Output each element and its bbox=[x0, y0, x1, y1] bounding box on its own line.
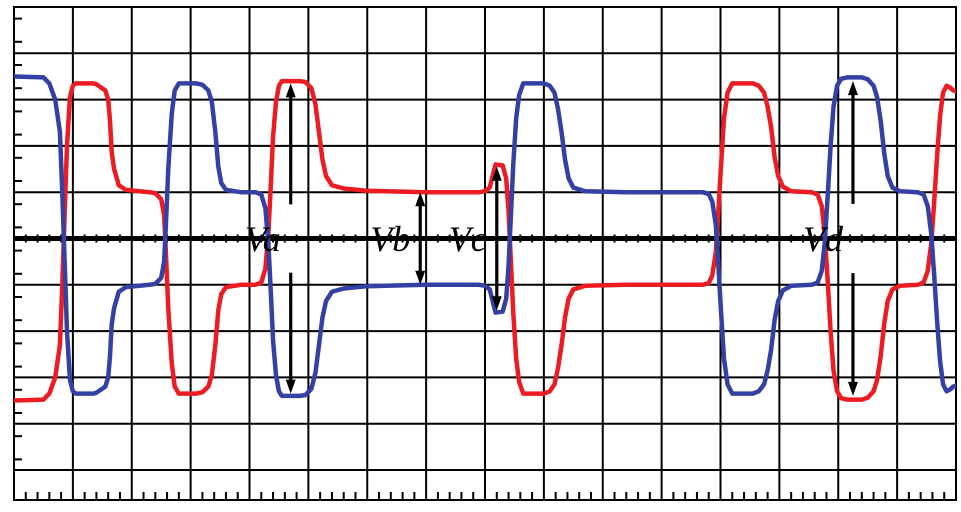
annotation-label-va: Va bbox=[245, 219, 281, 259]
annotation-label-vd: Vd bbox=[803, 219, 844, 259]
oscilloscope-chart: Va Vb Vc Vd bbox=[0, 0, 961, 512]
annotation-label-vb: Vb bbox=[370, 219, 410, 259]
annotation-label-vc: Vc bbox=[449, 219, 487, 259]
